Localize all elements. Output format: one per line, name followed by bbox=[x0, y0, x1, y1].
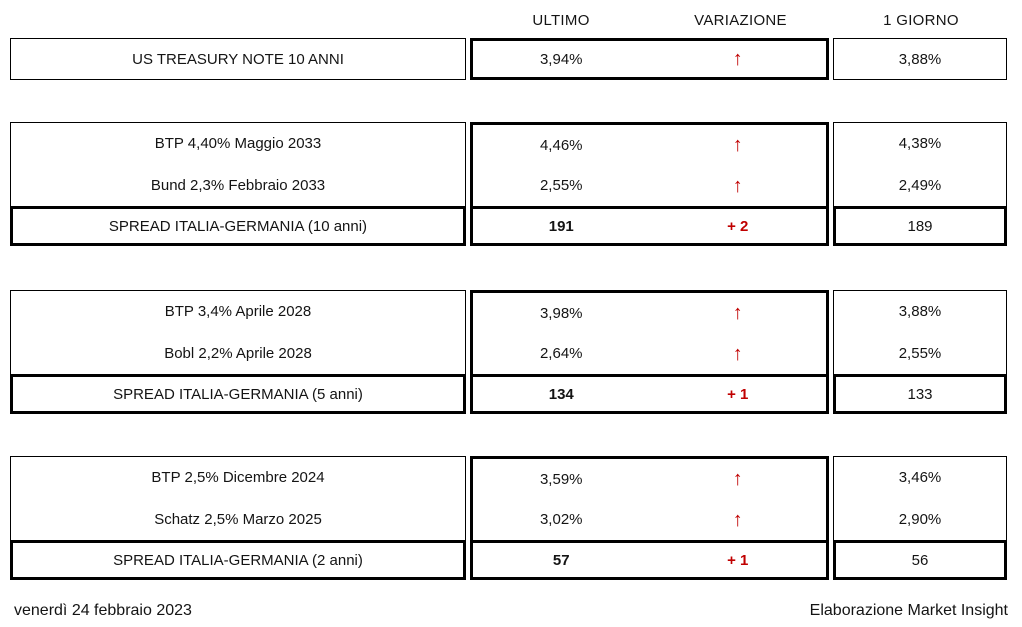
spread-giorno-value: 133 bbox=[833, 374, 1007, 414]
instrument-label: BTP 2,5% Dicembre 2024 bbox=[151, 469, 325, 487]
instrument-label: Bund 2,3% Febbraio 2033 bbox=[150, 176, 326, 194]
column-header-ultimo: ULTIMO bbox=[532, 12, 590, 29]
spread-variazione-value: + 1 bbox=[727, 385, 749, 403]
column-header-variazione: VARIAZIONE bbox=[694, 12, 787, 29]
spread-label: SPREAD ITALIA-GERMANIA (2 anni) bbox=[10, 540, 466, 580]
ultimo-variazione-column: 3,59% ↑ 3,02% ↑ 57 + 1 bbox=[470, 456, 829, 580]
ultimo-value: 2,55% bbox=[539, 177, 583, 195]
1-giorno-column: 3,46% 2,90% 56 bbox=[833, 456, 1007, 580]
label-column: BTP 2,5% Dicembre 2024 Schatz 2,5% Marzo… bbox=[10, 456, 466, 580]
spread-label: SPREAD ITALIA-GERMANIA (10 anni) bbox=[10, 206, 466, 246]
giorno-value: 2,90% bbox=[898, 510, 942, 528]
giorno-value: 3,46% bbox=[898, 469, 942, 487]
label-column: BTP 4,40% Maggio 2033 Bund 2,3% Febbraio… bbox=[10, 122, 466, 246]
label-column: BTP 3,4% Aprile 2028 Bobl 2,2% Aprile 20… bbox=[10, 290, 466, 414]
spread-variazione-value: + 2 bbox=[727, 217, 749, 235]
ultimo-variazione-column: 4,46% ↑ 2,55% ↑ 191 + 2 bbox=[470, 122, 829, 246]
spread-ultimo-value: 191 bbox=[548, 217, 574, 235]
column-header-1-giorno: 1 GIORNO bbox=[883, 12, 959, 29]
spread-ultimo-value: 134 bbox=[548, 385, 574, 403]
up-arrow-icon: ↑ bbox=[732, 174, 743, 197]
up-arrow-icon: ↑ bbox=[732, 508, 743, 531]
report-date: venerdì 24 febbraio 2023 bbox=[14, 602, 192, 619]
giorno-value: 3,88% bbox=[898, 50, 942, 68]
giorno-value: 3,88% bbox=[898, 303, 942, 321]
up-arrow-icon: ↑ bbox=[732, 342, 743, 365]
instrument-label: BTP 3,4% Aprile 2028 bbox=[164, 303, 312, 321]
spread-giorno-value: 56 bbox=[833, 540, 1007, 580]
ultimo-value: 3,94% bbox=[539, 50, 583, 68]
up-arrow-icon: ↑ bbox=[732, 468, 743, 491]
ultimo-value: 3,98% bbox=[539, 304, 583, 322]
ultimo-variazione-column: 3,94% ↑ bbox=[470, 38, 829, 80]
table-block-5-anni: BTP 3,4% Aprile 2028 Bobl 2,2% Aprile 20… bbox=[10, 290, 1007, 414]
up-arrow-icon: ↑ bbox=[732, 48, 743, 70]
giorno-value: 2,49% bbox=[898, 176, 942, 194]
giorno-value: 4,38% bbox=[898, 135, 942, 153]
ultimo-value: 4,46% bbox=[539, 136, 583, 154]
giorno-value: 2,55% bbox=[898, 344, 942, 362]
instrument-label: Schatz 2,5% Marzo 2025 bbox=[154, 510, 322, 528]
ultimo-value: 3,02% bbox=[539, 511, 583, 529]
table-block-10-anni: BTP 4,40% Maggio 2033 Bund 2,3% Febbraio… bbox=[10, 122, 1007, 246]
source-attribution: Elaborazione Market Insight bbox=[809, 602, 1008, 619]
spread-giorno-value: 189 bbox=[833, 206, 1007, 246]
column-headers: ULTIMO VARIAZIONE 1 GIORNO bbox=[10, 8, 1008, 34]
spread-label: SPREAD ITALIA-GERMANIA (5 anni) bbox=[10, 374, 466, 414]
1-giorno-column: 3,88% 2,55% 133 bbox=[833, 290, 1007, 414]
table-block-us-treasury: US TREASURY NOTE 10 ANNI 3,94% ↑ 3,88% bbox=[10, 38, 1007, 80]
instrument-label: Bobl 2,2% Aprile 2028 bbox=[164, 344, 312, 362]
instrument-label: BTP 4,40% Maggio 2033 bbox=[154, 135, 322, 153]
1-giorno-column: 3,88% bbox=[833, 38, 1007, 80]
ultimo-value: 2,64% bbox=[539, 345, 583, 363]
ultimo-value: 3,59% bbox=[539, 470, 583, 488]
ultimo-variazione-column: 3,98% ↑ 2,64% ↑ 134 + 1 bbox=[470, 290, 829, 414]
instrument-label: US TREASURY NOTE 10 ANNI bbox=[132, 50, 344, 68]
table-block-2-anni: BTP 2,5% Dicembre 2024 Schatz 2,5% Marzo… bbox=[10, 456, 1007, 580]
spread-ultimo-value: 57 bbox=[552, 551, 570, 569]
up-arrow-icon: ↑ bbox=[732, 302, 743, 325]
1-giorno-column: 4,38% 2,49% 189 bbox=[833, 122, 1007, 246]
up-arrow-icon: ↑ bbox=[732, 134, 743, 157]
label-column: US TREASURY NOTE 10 ANNI bbox=[10, 38, 466, 80]
spread-variazione-value: + 1 bbox=[727, 551, 749, 569]
